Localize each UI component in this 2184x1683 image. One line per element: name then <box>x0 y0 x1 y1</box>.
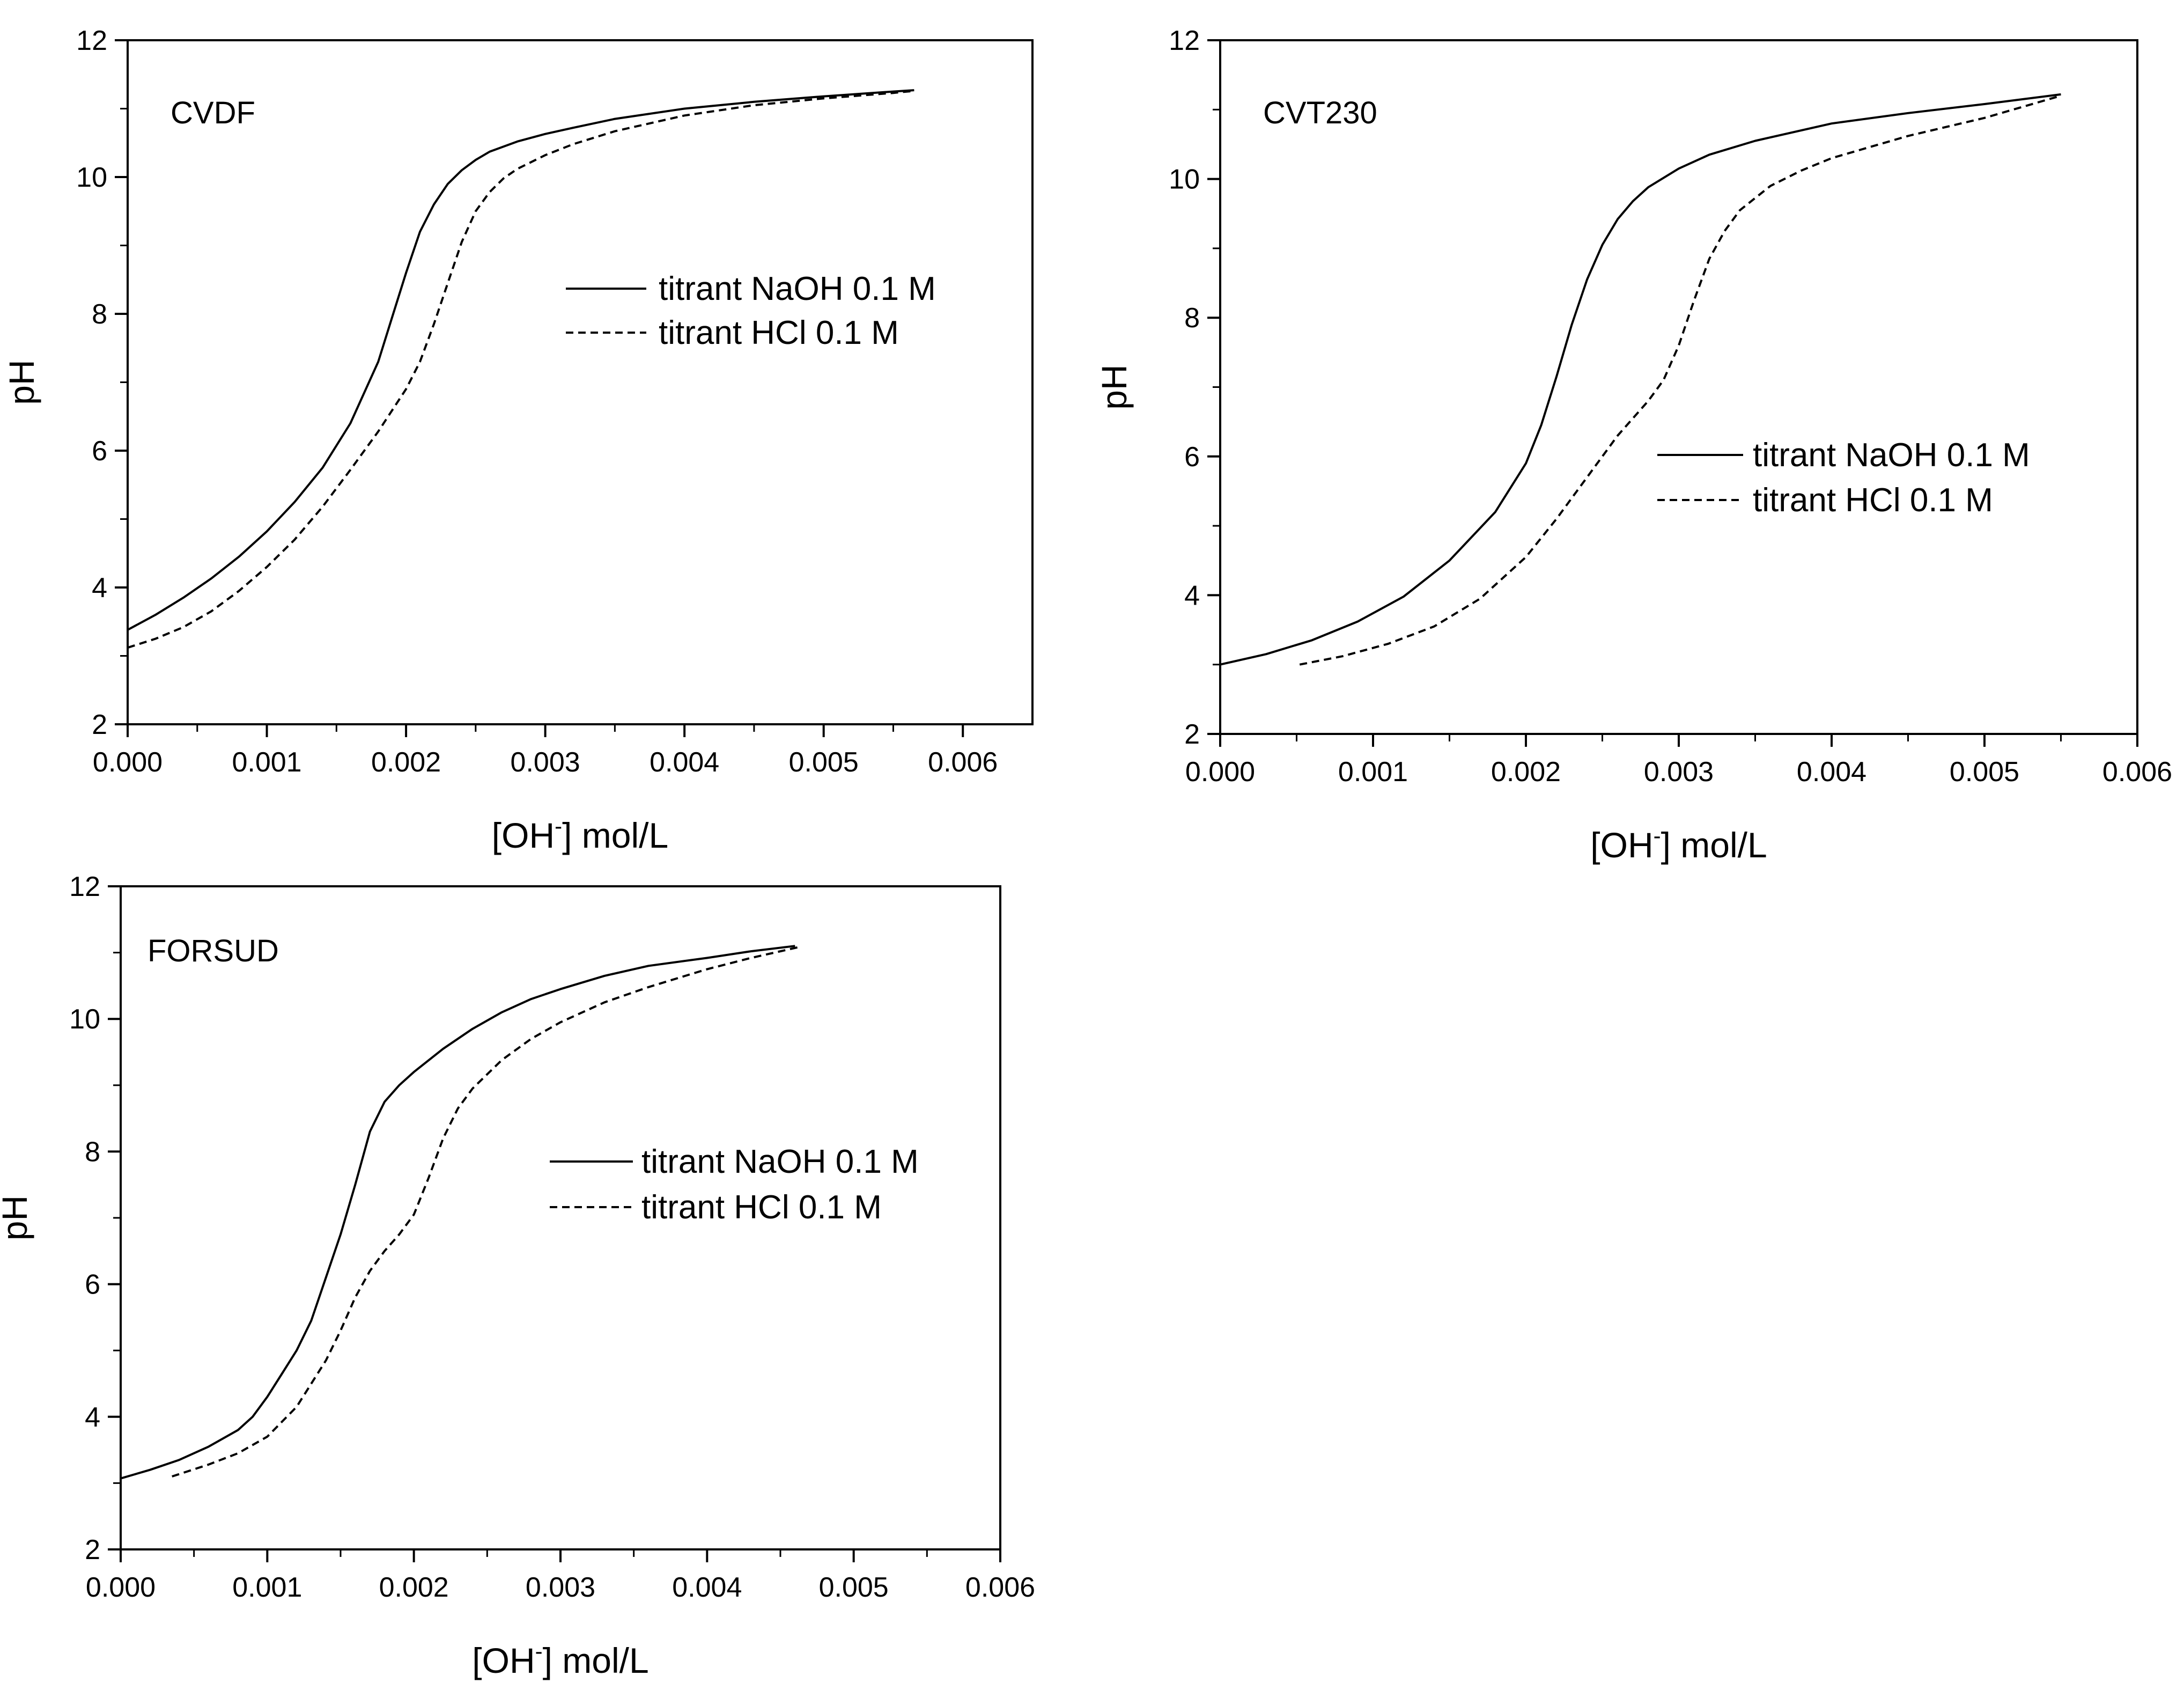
x-tick-label: 0.000 <box>1185 756 1255 788</box>
chart-panel-forsud: 0.000 0.001 0.002 0.003 0.004 0.005 0.006 2 4 6 8 1… <box>0 871 1035 1680</box>
x-tick-label: 0.002 <box>371 747 441 778</box>
x-tick-label: 0.000 <box>86 1572 156 1603</box>
x-axis-title: [OH-] mol/L <box>472 1638 648 1680</box>
series-line-hcl <box>1299 94 2062 666</box>
x-tick-label: 0.004 <box>1797 756 1866 788</box>
chart-panel-cvt230: 0.000 0.001 0.002 0.003 0.004 0.005 0.006 2 4 6 8 1… <box>1094 25 2172 865</box>
x-axis-title: [OH-] mol/L <box>492 813 668 855</box>
x-tick-label: 0.002 <box>1491 756 1561 788</box>
chart-panels: 0.000 0.001 0.002 0.003 0.004 0.005 0.006 2 4 6 8 1… <box>0 25 2172 1680</box>
y-tick-label: 2 <box>85 1534 100 1566</box>
x-tick-label: 0.005 <box>789 747 859 778</box>
y-tick-label: 4 <box>92 572 107 604</box>
panel-label: CVT230 <box>1263 95 1377 130</box>
y-axis-title: pH <box>1094 364 1134 409</box>
y-tick-label: 10 <box>69 1004 100 1035</box>
y-tick-label: 4 <box>1184 580 1200 611</box>
y-tick-label: 8 <box>1184 303 1200 334</box>
x-tick-label: 0.003 <box>1644 756 1714 788</box>
x-tick-label: 0.001 <box>232 1572 302 1603</box>
x-tick-label: 0.005 <box>1950 756 2019 788</box>
y-tick-label: 12 <box>69 871 100 902</box>
x-tick-label: 0.006 <box>928 747 998 778</box>
y-tick-label: 6 <box>92 436 107 467</box>
x-tick-label: 0.000 <box>93 747 163 778</box>
y-tick-label: 10 <box>76 162 107 193</box>
series-line-hcl <box>172 946 799 1478</box>
series-line-hcl <box>127 90 914 649</box>
y-tick-label: 12 <box>76 25 107 56</box>
y-tick-label: 2 <box>1184 719 1200 750</box>
x-tick-label: 0.004 <box>650 747 719 778</box>
series-line-naoh <box>1220 93 2061 666</box>
series-line-naoh <box>127 89 914 631</box>
x-axis-title: [OH-] mol/L <box>1590 823 1767 865</box>
y-tick-label: 8 <box>85 1136 100 1167</box>
y-tick-label: 8 <box>92 299 107 330</box>
x-tick-label: 0.001 <box>1338 756 1408 788</box>
panel-label: CVDF <box>171 95 255 130</box>
x-tick-label: 0.006 <box>2102 756 2172 788</box>
chart-panel-cvdf: 0.000 0.001 0.002 0.003 0.004 0.005 0.006 2 4 6 8 1… <box>2 25 1034 855</box>
x-tick-label: 0.001 <box>232 747 301 778</box>
series-line-naoh <box>120 945 795 1480</box>
legend-label: titrant NaOH 0.1 M <box>641 1143 919 1180</box>
y-tick-label: 6 <box>1184 442 1200 473</box>
panel-label: FORSUD <box>147 934 279 968</box>
x-tick-label: 0.006 <box>965 1572 1035 1603</box>
legend: titrant NaOH 0.1 M titrant HCl 0.1 M <box>566 270 936 351</box>
y-axis-title: pH <box>2 359 41 405</box>
legend-label: titrant HCl 0.1 M <box>641 1189 882 1226</box>
x-tick-label: 0.003 <box>526 1572 595 1603</box>
x-tick-label: 0.003 <box>511 747 580 778</box>
legend-label: titrant NaOH 0.1 M <box>1753 437 2030 474</box>
legend-label: titrant HCl 0.1 M <box>1753 482 1993 519</box>
x-tick-label: 0.005 <box>819 1572 889 1603</box>
y-axis-title: pH <box>0 1195 34 1240</box>
legend: titrant NaOH 0.1 M titrant HCl 0.1 M <box>550 1143 919 1226</box>
y-tick-label: 6 <box>85 1269 100 1300</box>
y-tick-label: 2 <box>92 709 107 740</box>
y-tick-label: 12 <box>1169 25 1200 56</box>
x-tick-label: 0.004 <box>672 1572 742 1603</box>
y-tick-label: 10 <box>1169 164 1200 195</box>
x-tick-label: 0.002 <box>379 1572 449 1603</box>
legend-label: titrant HCl 0.1 M <box>659 314 899 351</box>
legend: titrant NaOH 0.1 M titrant HCl 0.1 M <box>1657 437 2030 519</box>
y-tick-label: 4 <box>85 1402 100 1433</box>
legend-label: titrant NaOH 0.1 M <box>659 270 936 307</box>
